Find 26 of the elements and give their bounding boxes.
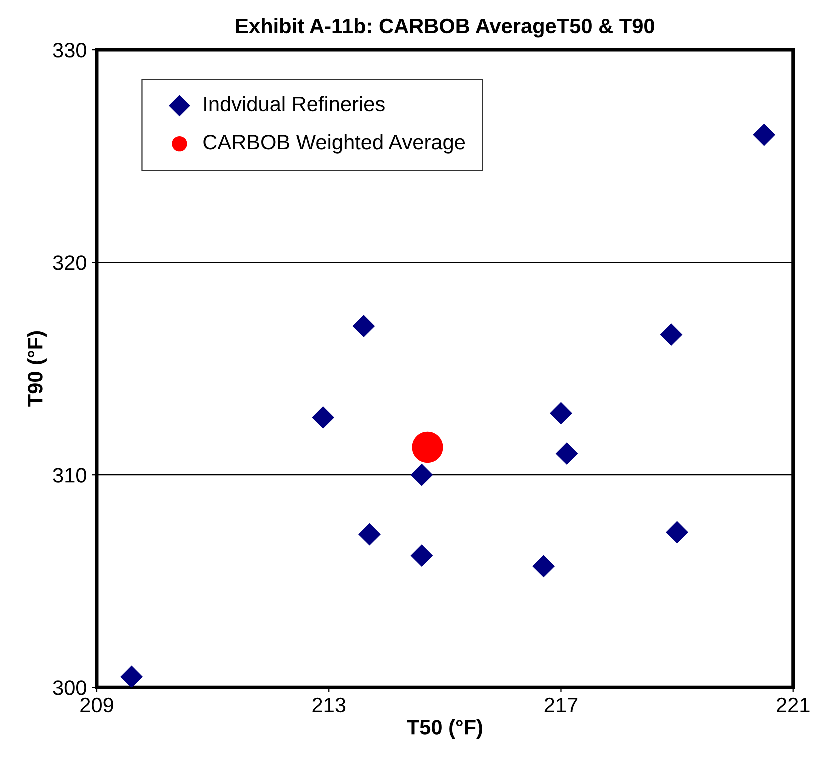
y-tick-label: 300 (53, 680, 86, 696)
point (660, 324, 683, 346)
x-tick-label: 209 (80, 698, 114, 713)
y-tick-label: 330 (53, 43, 86, 58)
point (753, 124, 776, 146)
point (412, 432, 444, 463)
point (358, 523, 381, 546)
x-tick-label: 217 (544, 698, 578, 712)
chart-title: Exhibit A-11b: CARBOB AverageT50 & T90 (236, 18, 654, 38)
point (120, 666, 144, 688)
point (312, 406, 335, 429)
legend-label: Indvidual Refineries (204, 96, 385, 112)
legend-label: CARBOB Weighted Average (204, 134, 466, 154)
point (666, 521, 688, 544)
x-tick-label: 221 (777, 698, 810, 712)
point (532, 555, 556, 578)
point (556, 442, 578, 466)
x-axis-title: T50 (°F) (407, 720, 482, 739)
point (410, 464, 434, 486)
y-tick-label: 310 (53, 468, 86, 483)
y-axis-title: T90 (°F) (28, 332, 47, 407)
x-tick-label: 213 (312, 698, 346, 713)
y-tick-label: 320 (53, 256, 86, 270)
point (410, 544, 434, 568)
point (352, 315, 376, 338)
point (550, 402, 572, 425)
